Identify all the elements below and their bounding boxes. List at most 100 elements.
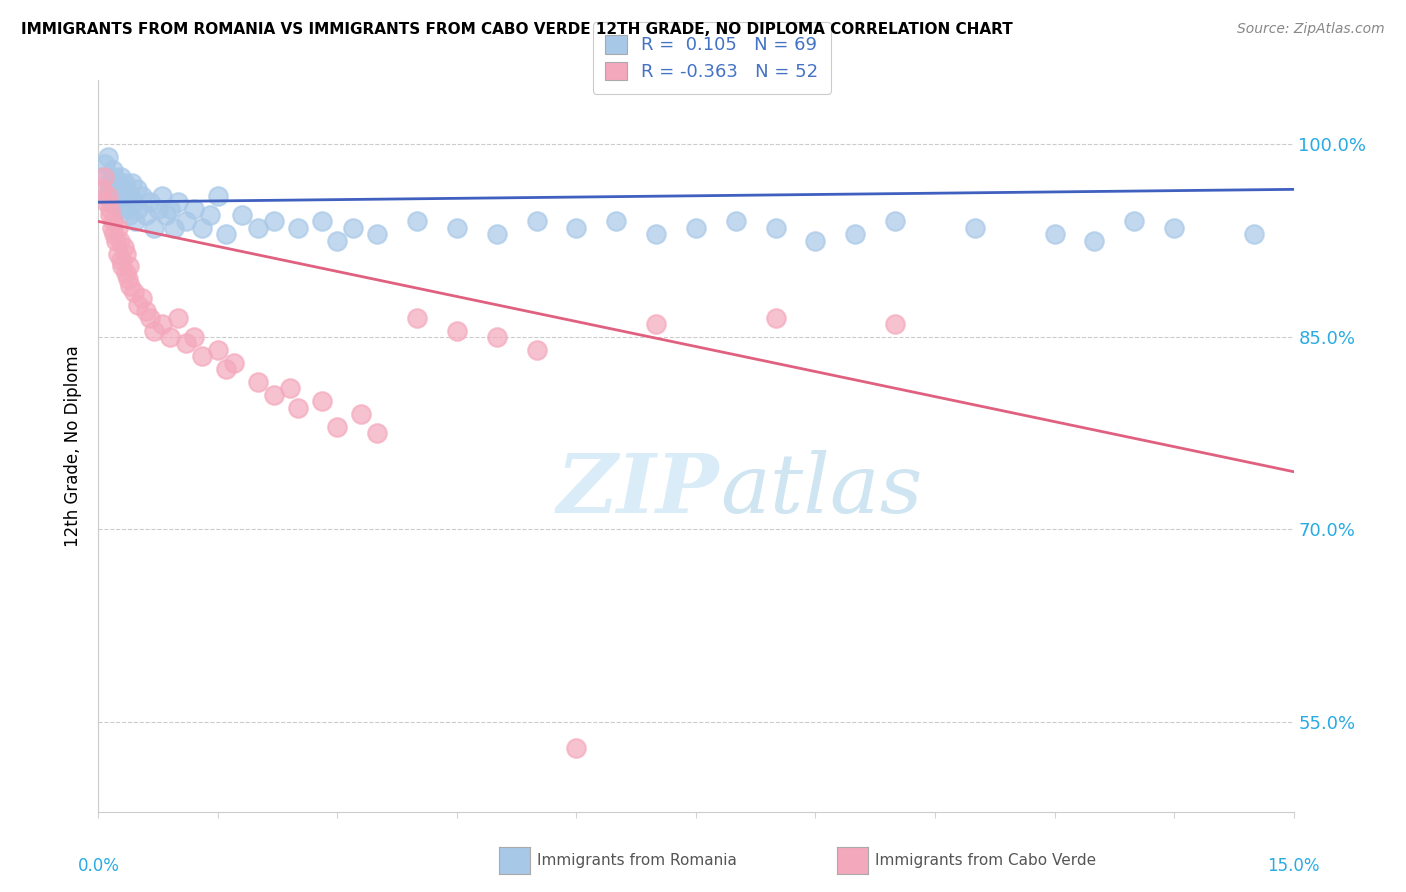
Point: [526, 214, 548, 228]
Point: [91, 169, 114, 184]
Point: [183, 202, 205, 216]
Point: [112, 195, 135, 210]
Point: [127, 202, 149, 216]
Point: [287, 220, 309, 235]
Point: [191, 349, 214, 363]
Point: [139, 310, 162, 325]
Point: [174, 336, 197, 351]
Point: [1083, 234, 1105, 248]
Text: atlas: atlas: [720, 450, 922, 530]
Point: [406, 214, 429, 228]
Point: [115, 246, 138, 260]
Legend: R =  0.105   N = 69, R = -0.363   N = 52: R = 0.105 N = 69, R = -0.363 N = 52: [592, 22, 831, 94]
Point: [246, 220, 269, 235]
Point: [191, 220, 214, 235]
Point: [127, 298, 149, 312]
Point: [724, 214, 747, 228]
Point: [804, 234, 827, 248]
Point: [150, 188, 173, 202]
Point: [117, 272, 139, 286]
Point: [263, 387, 285, 401]
Point: [765, 220, 787, 235]
Point: [167, 310, 190, 325]
Point: [366, 426, 388, 441]
Point: [526, 343, 548, 357]
Point: [114, 266, 136, 280]
Point: [366, 227, 388, 242]
Point: [98, 182, 122, 196]
Point: [645, 227, 668, 242]
Point: [311, 214, 333, 228]
Point: [246, 375, 269, 389]
Point: [1043, 227, 1066, 242]
Point: [124, 285, 146, 299]
Point: [110, 169, 132, 184]
Point: [101, 220, 124, 235]
Point: [263, 214, 285, 228]
Point: [174, 214, 197, 228]
Text: ZIP: ZIP: [557, 450, 720, 530]
Point: [94, 157, 117, 171]
Point: [125, 182, 148, 196]
Point: [101, 195, 124, 210]
Point: [131, 292, 153, 306]
Point: [326, 234, 349, 248]
Point: [685, 220, 707, 235]
Point: [93, 169, 115, 184]
Point: [117, 202, 139, 216]
Point: [101, 163, 124, 178]
Point: [215, 227, 238, 242]
Point: [222, 355, 245, 369]
Point: [97, 176, 120, 190]
Point: [311, 394, 333, 409]
Point: [135, 304, 157, 318]
Point: [101, 214, 124, 228]
Point: [107, 182, 129, 196]
Text: IMMIGRANTS FROM ROMANIA VS IMMIGRANTS FROM CABO VERDE 12TH GRADE, NO DIPLOMA COR: IMMIGRANTS FROM ROMANIA VS IMMIGRANTS FR…: [21, 22, 1012, 37]
Point: [167, 195, 190, 210]
Point: [108, 202, 131, 216]
Point: [122, 195, 145, 210]
Point: [135, 208, 157, 222]
Point: [107, 220, 129, 235]
Point: [97, 188, 120, 202]
Point: [342, 220, 364, 235]
Point: [183, 330, 205, 344]
Point: [278, 381, 301, 395]
Text: Source: ZipAtlas.com: Source: ZipAtlas.com: [1237, 22, 1385, 37]
Text: 0.0%: 0.0%: [77, 856, 120, 875]
Text: Immigrants from Cabo Verde: Immigrants from Cabo Verde: [875, 854, 1095, 868]
Point: [645, 317, 668, 331]
Point: [104, 188, 127, 202]
Point: [215, 362, 238, 376]
Point: [565, 220, 588, 235]
Point: [98, 208, 121, 222]
Point: [198, 208, 221, 222]
Point: [139, 195, 162, 210]
Point: [150, 317, 173, 331]
Point: [111, 260, 134, 274]
Point: [163, 220, 186, 235]
Point: [884, 317, 907, 331]
Text: 15.0%: 15.0%: [1267, 856, 1320, 875]
Point: [118, 260, 141, 274]
Point: [103, 169, 125, 184]
Point: [207, 343, 229, 357]
Point: [120, 278, 142, 293]
Point: [231, 208, 253, 222]
Point: [97, 150, 120, 164]
Point: [446, 220, 468, 235]
Text: Immigrants from Romania: Immigrants from Romania: [537, 854, 737, 868]
Point: [326, 419, 349, 434]
Point: [605, 214, 627, 228]
Point: [103, 227, 125, 242]
Point: [96, 195, 118, 210]
Point: [91, 182, 114, 196]
Point: [115, 182, 138, 196]
Point: [118, 208, 141, 222]
Point: [485, 330, 508, 344]
Point: [121, 176, 143, 190]
Point: [159, 202, 181, 216]
Point: [124, 214, 146, 228]
Point: [844, 227, 866, 242]
